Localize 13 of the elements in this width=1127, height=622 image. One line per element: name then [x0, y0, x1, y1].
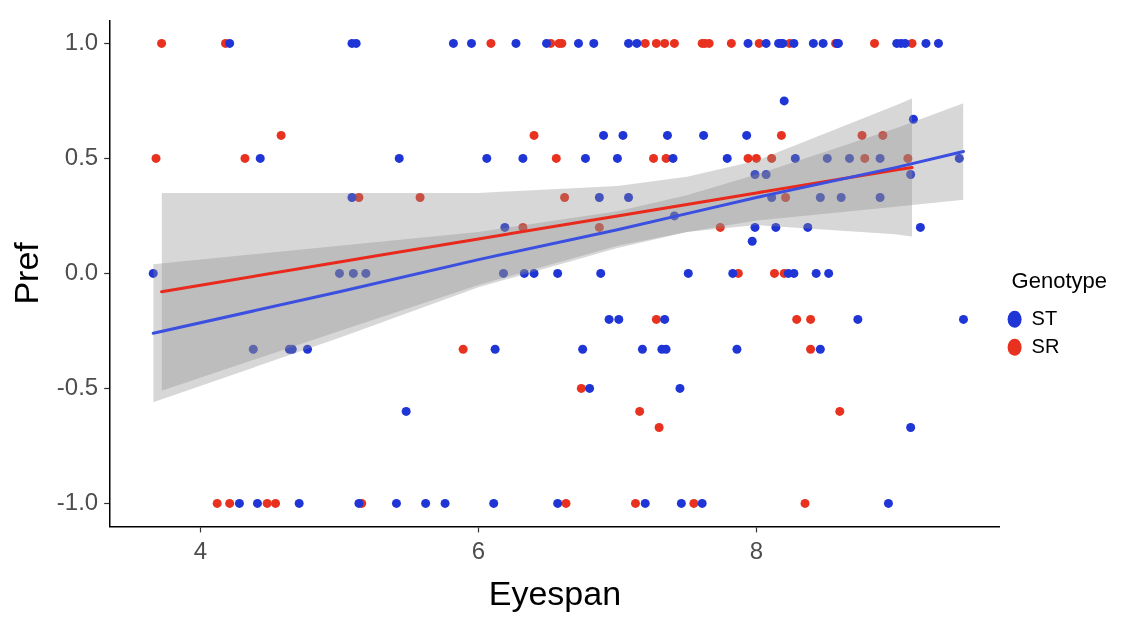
x-tick-label: 6 [471, 537, 486, 565]
y-tick-label: -0.5 [56, 373, 99, 401]
y-tick-label: 1.0 [64, 28, 99, 56]
legend-label: SR [1031, 334, 1060, 357]
legend-label: ST [1031, 306, 1058, 329]
y-axis-title: Pref [6, 241, 45, 305]
y-tick-label: 0.0 [64, 258, 99, 286]
y-tick-label: 0.5 [64, 143, 99, 171]
x-tick-label: 8 [749, 537, 764, 565]
x-axis-title: Eyespan [488, 573, 622, 612]
x-tick-label: 4 [193, 537, 208, 565]
y-tick-label: -1.0 [56, 488, 99, 516]
legend-title: Genotype [1011, 267, 1107, 293]
